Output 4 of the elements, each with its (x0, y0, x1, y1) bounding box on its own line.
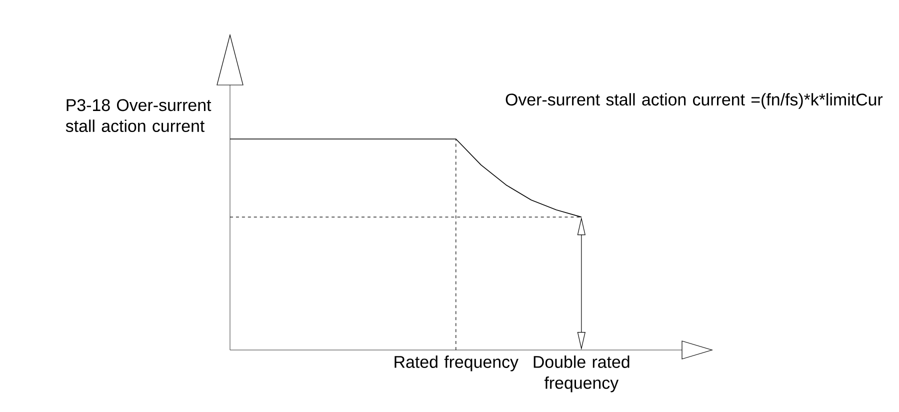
x-tick-label: Rated frequency (394, 356, 518, 372)
x-tick-label: Double rated frequency (534, 356, 630, 392)
text: Over-surrent stall action current =(fn/fs)*k*limitCur (506, 93, 883, 109)
y-axis-title: P3-18 Over-surrent stall action current (66, 99, 212, 132)
